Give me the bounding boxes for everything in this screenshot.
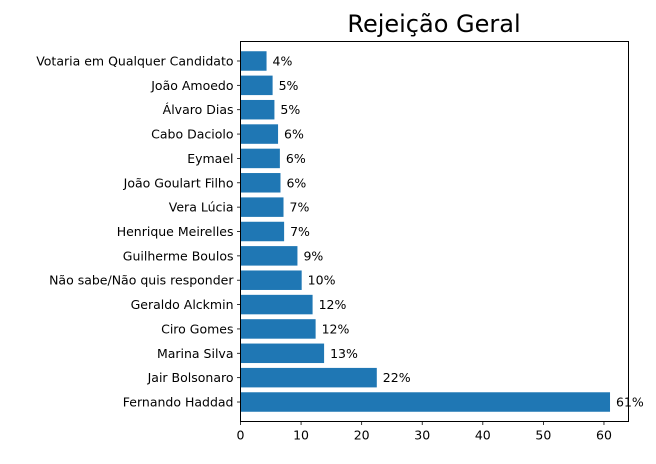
data-label: 7%	[290, 224, 310, 239]
y-tick-label: Vera Lúcia	[169, 200, 234, 215]
bar	[240, 197, 284, 217]
y-tick-label: Votaria em Qualquer Candidato	[36, 53, 233, 68]
bar	[240, 392, 611, 412]
y-tick-label: Jair Bolsonaro	[147, 370, 234, 385]
x-tick-label: 10	[293, 428, 309, 443]
bar	[240, 246, 298, 266]
y-tick-label: Fernando Haddad	[123, 395, 234, 410]
data-label: 4%	[273, 53, 293, 68]
bar	[240, 367, 377, 388]
bar	[240, 343, 325, 364]
bars-layer	[240, 51, 611, 412]
y-tick-label: Marina Silva	[157, 346, 234, 361]
data-label: 61%	[616, 395, 644, 410]
bar	[240, 51, 267, 71]
data-label: 22%	[383, 370, 411, 385]
data-label: 6%	[286, 151, 306, 166]
bar	[240, 319, 316, 339]
y-tick-label: Não sabe/Não quis responder	[49, 273, 234, 288]
y-tick-label: Álvaro Dias	[163, 102, 234, 117]
bar	[240, 75, 273, 96]
data-label: 6%	[286, 175, 306, 190]
y-tick-label: João Amoedo	[150, 78, 233, 93]
bar	[240, 148, 280, 169]
bar	[240, 221, 285, 242]
x-tick-label: 40	[475, 428, 491, 443]
x-tick-label: 60	[596, 428, 612, 443]
x-tick-label: 0	[237, 428, 245, 443]
x-tick-label: 30	[414, 428, 430, 443]
data-label: 12%	[322, 321, 350, 336]
bar	[240, 270, 302, 290]
chart-title: Rejeição Geral	[347, 10, 520, 38]
bar	[240, 124, 279, 144]
y-tick-label: Ciro Gomes	[161, 321, 233, 336]
y-tick-label: Henrique Meirelles	[117, 224, 234, 239]
data-label: 12%	[319, 297, 347, 312]
axis-layer: 0 10 20 30 40 50 60	[237, 60, 612, 443]
x-tick-label: 20	[354, 428, 370, 443]
y-tick-label: Eymael	[187, 151, 233, 166]
data-label: 6%	[284, 127, 304, 142]
bar	[240, 99, 275, 120]
y-tick-label: Guilherme Boulos	[123, 248, 234, 263]
data-label: 5%	[279, 78, 299, 93]
bar	[240, 294, 313, 315]
labels-layer: Fernando Haddad 61% Jair Bolsonaro 22% Marin…	[36, 53, 644, 409]
data-label: 9%	[303, 248, 323, 263]
y-tick-label: Geraldo Alckmin	[131, 297, 234, 312]
y-tick-label: Cabo Daciolo	[151, 127, 233, 142]
bar	[240, 173, 281, 193]
data-label: 13%	[330, 346, 358, 361]
x-tick-label: 50	[535, 428, 551, 443]
plot-frame	[240, 41, 629, 422]
data-label: 5%	[280, 102, 300, 117]
y-tick-label: João Goulart Filho	[123, 175, 234, 190]
data-label: 10%	[308, 273, 336, 288]
data-label: 7%	[290, 200, 310, 215]
